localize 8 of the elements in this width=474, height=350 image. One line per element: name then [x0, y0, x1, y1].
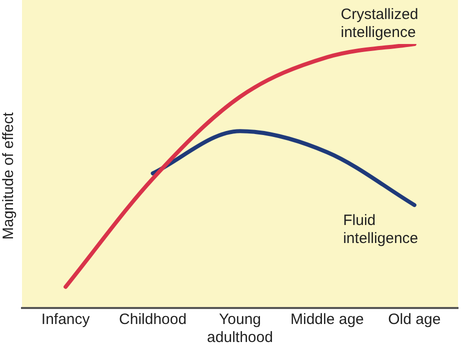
x-tick-label: Childhood [119, 311, 187, 328]
series-label: Crystallized intelligence [340, 6, 418, 41]
x-tick-label: Young adulthood [207, 311, 273, 346]
x-tick-label: Infancy [41, 311, 90, 328]
series-label: Fluid intelligence [343, 212, 418, 248]
y-axis-title: Magnitude of effect [0, 112, 18, 240]
x-tick-label: Middle age [290, 311, 364, 328]
x-tick-label: Old age [388, 311, 441, 328]
